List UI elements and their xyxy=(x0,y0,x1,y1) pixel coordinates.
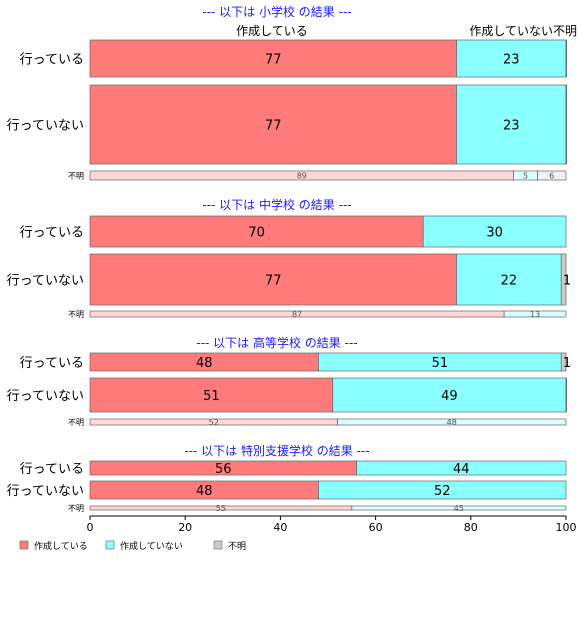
data-label: 30 xyxy=(486,226,503,241)
data-label: 77 xyxy=(265,119,282,134)
legend-swatch xyxy=(19,540,29,550)
bar-segment xyxy=(89,215,424,248)
data-label: 51 xyxy=(432,356,449,371)
row-label: 行っている xyxy=(20,53,84,68)
bar-segment xyxy=(565,39,567,78)
bar-segment xyxy=(89,84,457,165)
data-label: 56 xyxy=(215,462,232,477)
row-label: 行っていない xyxy=(7,119,84,134)
panel-title: --- 以下は 中学校 の結果 --- xyxy=(202,197,351,212)
row-label: 不明 xyxy=(68,504,84,513)
x-tick-label: 100 xyxy=(556,521,577,534)
x-tick-label: 40 xyxy=(273,521,287,534)
data-label: 48 xyxy=(447,418,457,427)
bar-segment xyxy=(89,39,457,78)
data-label: 77 xyxy=(265,53,282,68)
panel-title: --- 以下は 高等学校 の結果 --- xyxy=(196,335,357,350)
data-label: 55 xyxy=(216,504,226,513)
row-label: 行っている xyxy=(20,226,84,241)
bar-segment xyxy=(89,377,334,413)
bar-segment xyxy=(503,310,567,318)
legend-label: 作成していない xyxy=(120,540,183,552)
bar-segment xyxy=(456,84,567,165)
bar-segment xyxy=(456,39,567,78)
row-label: 行っていない xyxy=(7,389,84,404)
row-label: 不明 xyxy=(68,310,84,319)
data-label: 1 xyxy=(563,274,571,289)
legend-swatch xyxy=(213,540,223,550)
row-label: 行っていない xyxy=(7,274,84,289)
panel-title: --- 以下は 小学校 の結果 --- xyxy=(202,4,351,19)
bar-segment xyxy=(318,480,567,500)
data-label: 51 xyxy=(203,389,220,404)
x-tick-label: 20 xyxy=(178,521,192,534)
data-label: 23 xyxy=(503,119,520,134)
x-tick-label: 80 xyxy=(464,521,478,534)
bar-segment xyxy=(560,253,567,306)
bar-segment xyxy=(351,505,567,511)
bar-segment xyxy=(356,460,567,476)
bar-segment xyxy=(565,84,567,165)
data-label: 52 xyxy=(434,484,451,499)
bar-segment xyxy=(537,170,567,181)
panel-title: --- 以下は 特別支援学校 の結果 --- xyxy=(184,443,369,458)
row-label: 行っていない xyxy=(7,484,84,499)
row-label: 不明 xyxy=(68,418,84,427)
bar-segment xyxy=(89,253,457,306)
data-label: 70 xyxy=(248,226,265,241)
legend-label: 作成している xyxy=(34,540,88,552)
legend-label: 不明 xyxy=(228,541,246,552)
row-label: 不明 xyxy=(68,172,84,181)
data-label: 87 xyxy=(292,310,302,319)
bar-segment xyxy=(560,352,567,372)
x-tick-label: 0 xyxy=(87,521,94,534)
data-label: 22 xyxy=(501,274,518,289)
bar-segment xyxy=(422,215,567,248)
data-label: 1 xyxy=(563,356,571,371)
data-label: 48 xyxy=(196,484,213,499)
column-label: 不明 xyxy=(553,24,577,38)
data-label: 89 xyxy=(297,172,307,181)
data-label: 6 xyxy=(549,172,554,181)
data-label: 23 xyxy=(503,53,520,68)
data-label: 44 xyxy=(453,462,470,477)
data-label: 77 xyxy=(265,274,282,289)
column-label: 作成している xyxy=(236,24,308,38)
bar-segment xyxy=(337,418,567,426)
data-label: 45 xyxy=(454,504,464,513)
data-label: 5 xyxy=(523,172,528,181)
data-label: 48 xyxy=(196,356,213,371)
row-label: 行っている xyxy=(20,462,84,477)
bar-segment xyxy=(565,377,567,413)
column-label: 作成していない xyxy=(469,24,553,38)
data-label: 13 xyxy=(530,310,540,319)
x-tick-label: 60 xyxy=(369,521,383,534)
data-label: 49 xyxy=(441,389,458,404)
row-label: 行っている xyxy=(20,356,84,371)
legend-swatch xyxy=(105,540,115,550)
data-label: 52 xyxy=(209,418,219,427)
